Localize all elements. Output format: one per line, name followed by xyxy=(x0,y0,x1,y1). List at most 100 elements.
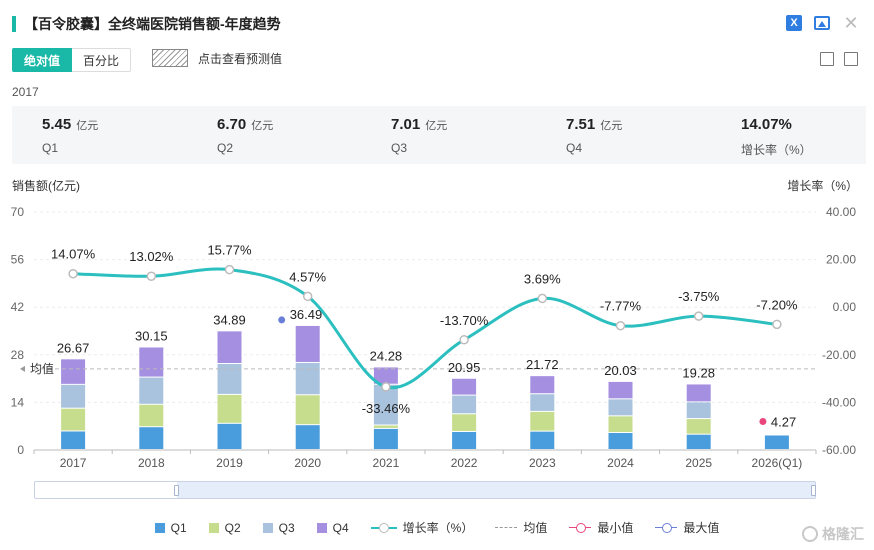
percent-button[interactable]: 百分比 xyxy=(72,48,132,72)
legend-q1-swatch xyxy=(154,522,165,533)
bar-q4 xyxy=(608,381,633,399)
legend-q4[interactable]: Q4 xyxy=(316,519,349,536)
legend-mean[interactable]: 均值 xyxy=(495,519,547,536)
range-handle-right[interactable] xyxy=(811,485,816,496)
y-axis-title: 销售额(亿元) xyxy=(12,179,80,193)
bar-q3 xyxy=(61,384,86,408)
total-label: 20.95 xyxy=(448,360,481,375)
summary-panel: 5.45 亿元 Q1 6.70 亿元 Q2 7.01 亿元 Q3 7.51 亿元 Q4 … xyxy=(12,106,866,164)
bar-q1 xyxy=(530,431,555,449)
bar-q1 xyxy=(764,435,789,449)
range-scrollbar[interactable] xyxy=(34,481,816,499)
growth-label: -13.70% xyxy=(440,313,489,328)
growth-label: -33.46% xyxy=(362,401,411,416)
bar-q1 xyxy=(686,434,711,449)
forecast-label[interactable]: 点击查看预测值 xyxy=(198,51,283,66)
growth-point xyxy=(302,291,313,302)
bar-q2 xyxy=(217,394,242,423)
y2-tick-label: -40.00 xyxy=(822,395,856,409)
x-tick-label: 2023 xyxy=(529,456,556,470)
bar-q4 xyxy=(139,347,164,377)
bar-q4 xyxy=(217,331,242,363)
value-mode-toggle: 绝对值 百分比 xyxy=(12,48,132,72)
legend-max-label: 最大值 xyxy=(683,521,720,535)
growth-point xyxy=(459,335,469,345)
summary-q3-label: Q3 xyxy=(391,141,408,155)
legend-q2-swatch xyxy=(208,522,219,533)
absolute-value-button[interactable]: 绝对值 xyxy=(12,48,73,72)
x-tick-label: 2019 xyxy=(216,456,243,470)
x-tick-label: 2024 xyxy=(607,456,634,470)
forecast-hatch-icon[interactable] xyxy=(152,49,188,67)
summary-q4: 7.51 亿元 Q4 xyxy=(566,116,622,155)
bar-q3 xyxy=(686,402,711,419)
y-tick-label: 70 xyxy=(11,205,25,219)
summary-growth-label: 增长率（%） xyxy=(741,143,812,157)
bar-q4 xyxy=(295,325,320,362)
legend-min[interactable]: 最小值 xyxy=(569,519,633,536)
watermark: 格隆汇 xyxy=(802,524,864,544)
bar-q3 xyxy=(530,394,555,411)
legend-growth[interactable]: 增长率（%） xyxy=(370,519,474,536)
watermark-text: 格隆汇 xyxy=(822,526,864,542)
x-tick-label: 2018 xyxy=(138,456,165,470)
growth-point xyxy=(693,311,704,321)
x-tick-label: 2026(Q1) xyxy=(752,456,803,470)
growth-label: 15.77% xyxy=(207,243,252,258)
summary-q2-label: Q2 xyxy=(217,141,234,155)
legend-max-swatch xyxy=(655,522,678,533)
y2-tick-label: -60.00 xyxy=(822,443,856,457)
growth-label: -7.20% xyxy=(756,297,798,312)
growth-label: 4.57% xyxy=(289,269,326,284)
total-label: 19.28 xyxy=(682,365,715,380)
top-toolbar: X ✕ xyxy=(786,14,860,32)
y2-tick-label: 20.00 xyxy=(826,253,856,267)
summary-q1: 5.45 亿元 Q1 xyxy=(42,116,98,155)
bar-chart-icon[interactable] xyxy=(820,52,834,66)
summary-q4-unit: 亿元 xyxy=(600,120,623,132)
range-handle-left[interactable] xyxy=(174,485,179,496)
legend-growth-swatch xyxy=(370,522,397,533)
total-label: 21.72 xyxy=(526,357,559,372)
document-icon[interactable] xyxy=(844,52,858,66)
x-tick-label: 2020 xyxy=(294,456,321,470)
max-marker xyxy=(278,316,286,324)
summary-q1-value: 5.45 xyxy=(42,116,72,133)
bar-q4 xyxy=(61,359,86,384)
legend-q3[interactable]: Q3 xyxy=(262,519,295,536)
legend-q4-swatch xyxy=(316,522,327,533)
close-icon[interactable]: ✕ xyxy=(843,13,859,33)
growth-point xyxy=(68,268,78,279)
summary-q2-value: 6.70 xyxy=(217,116,247,133)
bar-q4 xyxy=(373,367,398,384)
total-label: 4.27 xyxy=(771,414,796,429)
forecast-toggle[interactable]: 点击查看预测值 xyxy=(152,49,282,67)
watermark-logo-icon xyxy=(802,526,818,542)
summary-q3-unit: 亿元 xyxy=(425,120,448,132)
growth-point xyxy=(537,293,548,304)
image-icon[interactable] xyxy=(814,16,830,30)
bar-q3 xyxy=(452,395,477,414)
bar-q2 xyxy=(686,419,711,434)
view-switcher xyxy=(820,52,858,66)
range-window[interactable] xyxy=(177,482,815,498)
summary-q1-unit: 亿元 xyxy=(76,120,99,132)
legend-growth-label: 增长率（%） xyxy=(402,521,474,535)
legend-max[interactable]: 最大值 xyxy=(655,519,719,536)
excel-icon[interactable]: X xyxy=(786,15,802,31)
y-tick-label: 14 xyxy=(11,395,25,409)
chart-header: 【百令胶囊】全终端医院销售额-年度趋势 xyxy=(12,14,281,34)
bar-q1 xyxy=(139,427,164,449)
bar-q3 xyxy=(295,362,320,395)
growth-label: -7.77% xyxy=(600,299,642,314)
legend-q1[interactable]: Q1 xyxy=(154,519,187,536)
bar-q1 xyxy=(373,428,398,449)
legend-q2[interactable]: Q2 xyxy=(208,519,241,536)
summary-growth-value: 14.07% xyxy=(741,116,792,133)
growth-point xyxy=(615,320,626,331)
chart-canvas: 0 14 28 42 56 70 -60.00 -40.00 -20.00 0.00 20.00 40… xyxy=(11,205,857,470)
bar-q4 xyxy=(530,376,555,394)
total-label: 26.67 xyxy=(57,340,90,355)
y2-axis-title: 增长率（%） xyxy=(787,179,858,193)
bar-q1 xyxy=(295,425,320,449)
